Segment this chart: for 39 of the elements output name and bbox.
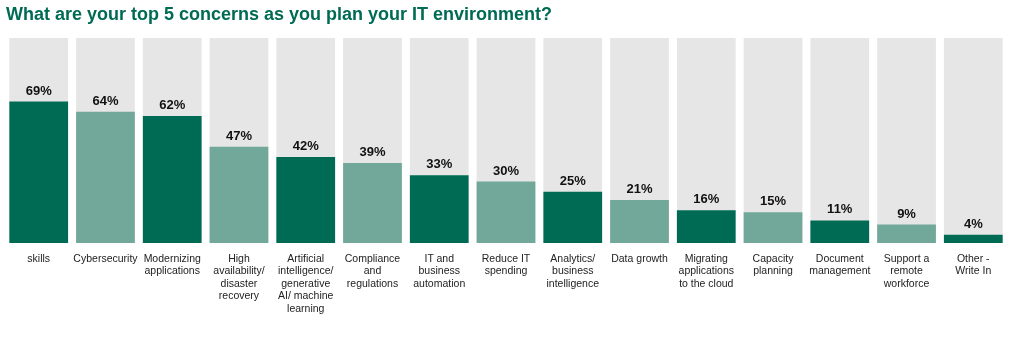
bar xyxy=(810,220,870,243)
data-label: 21% xyxy=(626,180,653,196)
bar xyxy=(743,212,803,243)
data-label: 15% xyxy=(760,193,787,209)
bar xyxy=(877,224,936,243)
bar xyxy=(943,234,1003,243)
x-tick-label: Artificial intelligence/ generative AI/ machine learning xyxy=(278,251,334,314)
data-label: 42% xyxy=(292,137,320,153)
data-label: 30% xyxy=(492,162,520,178)
x-tick-label: Support a remote workforce xyxy=(882,251,930,289)
x-tick-label: Cybersecurity xyxy=(73,251,139,264)
x-tick-label: Compliance and regulations xyxy=(344,251,401,289)
x-tick-label: High availability/ disaster recovery xyxy=(213,251,265,301)
data-label: 69% xyxy=(25,82,53,98)
data-label: 16% xyxy=(693,191,720,207)
x-tick-label: IT and business automation xyxy=(413,251,466,289)
data-label: 9% xyxy=(897,205,917,221)
x-tick-label: skills xyxy=(27,251,51,264)
bar xyxy=(543,191,603,243)
x-tick-label: Reduce IT spending xyxy=(481,251,531,276)
x-tick-label: Migrating applications to the cloud xyxy=(678,251,734,289)
bar xyxy=(476,181,536,243)
data-label: 4% xyxy=(963,215,984,231)
x-tick-label: Capacity planning xyxy=(752,251,795,276)
bar xyxy=(610,199,669,243)
x-tick-label: Modernizing applications xyxy=(143,251,201,276)
chart-title: What are your top 5 concerns as you plan your IT environment? xyxy=(6,4,553,24)
bar xyxy=(676,210,736,243)
data-label: 39% xyxy=(359,144,386,160)
x-tick-label: Document management xyxy=(809,251,871,276)
x-tick-label: Analytics/ business intelligence xyxy=(546,251,600,289)
data-label: 11% xyxy=(827,201,853,217)
data-label: 25% xyxy=(559,172,587,188)
data-label: 64% xyxy=(92,92,119,108)
data-label: 47% xyxy=(225,127,253,143)
x-tick-label: Other - Write In xyxy=(955,251,992,276)
data-label: 62% xyxy=(159,96,186,112)
data-label: 33% xyxy=(426,156,453,172)
x-tick-label: Data growth xyxy=(611,251,668,264)
